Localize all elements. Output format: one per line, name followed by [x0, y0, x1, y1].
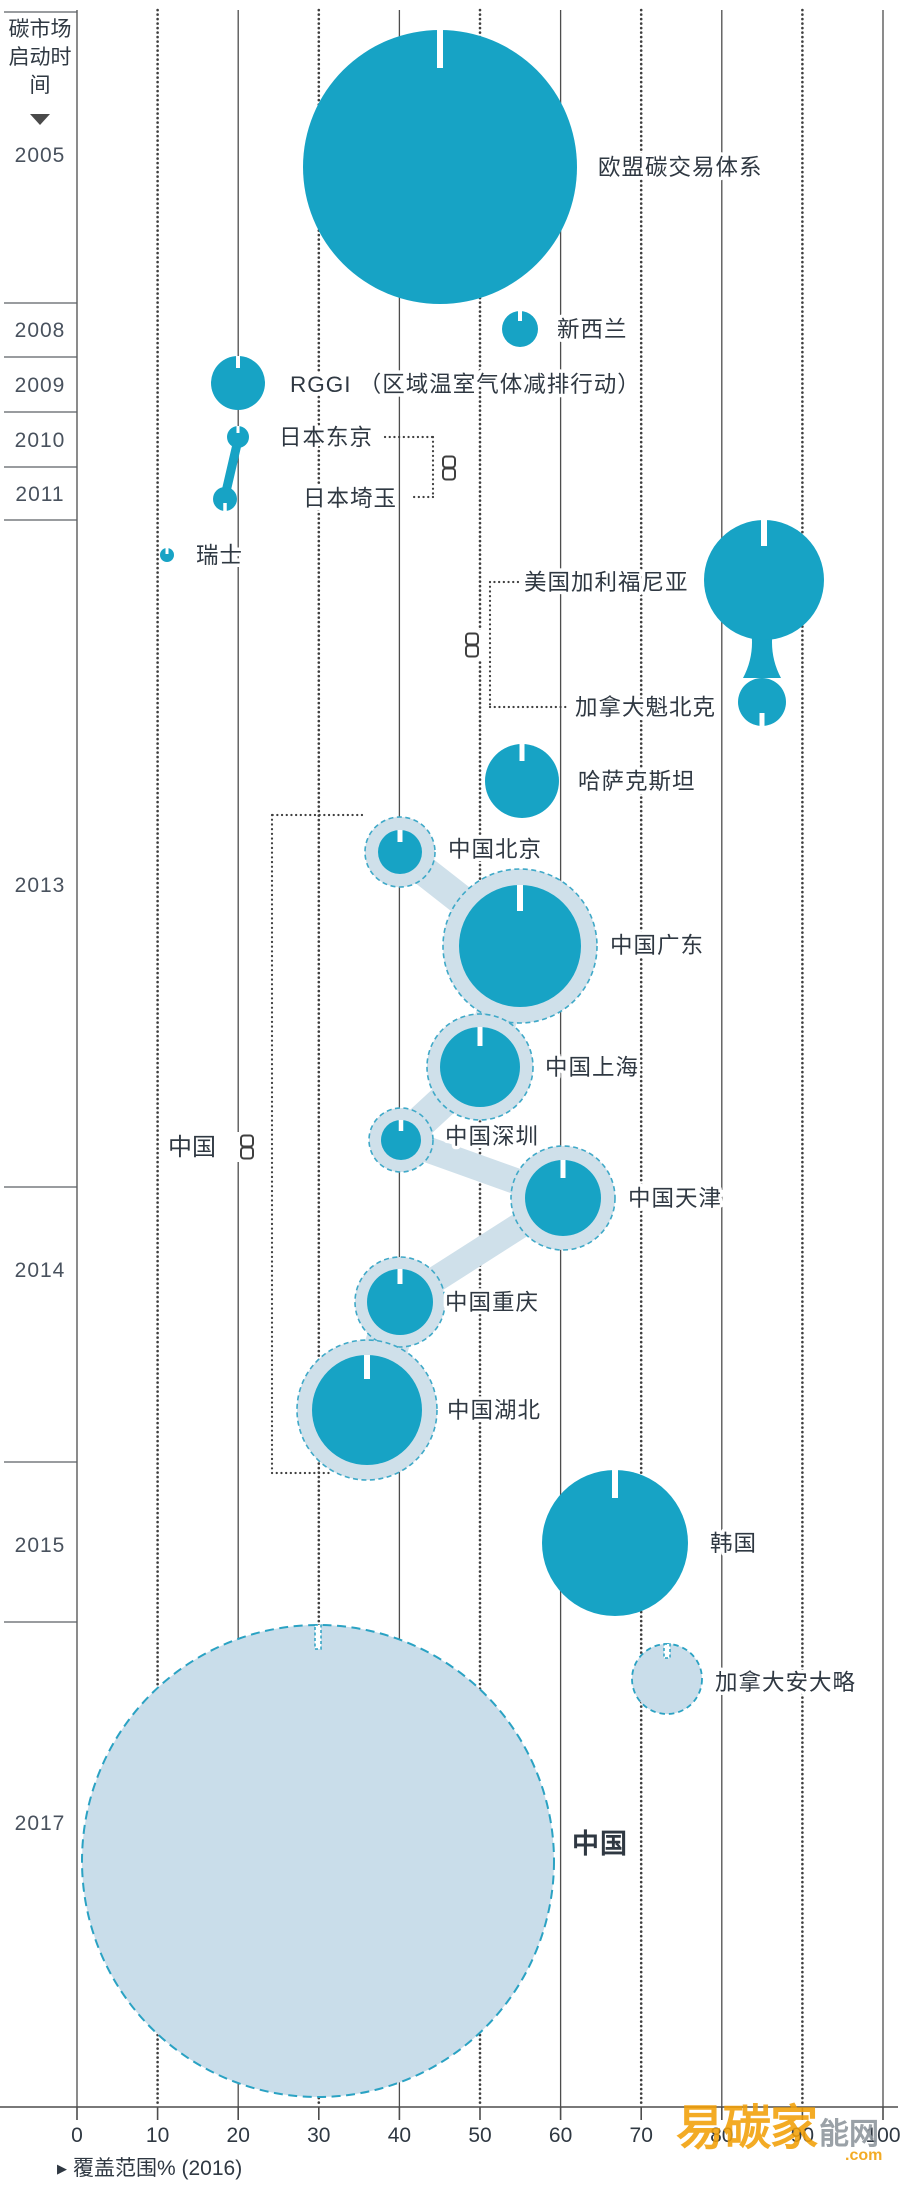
label-china-guangdong: 中国广东 [610, 933, 704, 958]
bubble-new-zealand [502, 311, 538, 347]
label-eu-ets: 欧盟碳交易体系 [598, 155, 763, 180]
bubble-notch-kazakhstan [519, 744, 525, 761]
bubble-notch-china-shenzhen [398, 1120, 404, 1131]
label-china-beijing: 中国北京 [448, 837, 542, 862]
label-south-korea: 韩国 [710, 1531, 757, 1556]
bubble-south-korea [542, 1470, 688, 1616]
label-us-california: 美国加利福尼亚 [524, 570, 689, 595]
label-kazakhstan: 哈萨克斯坦 [578, 769, 696, 794]
bubble-notch-canada-quebec [759, 713, 765, 726]
tick-label-50: 50 [468, 2124, 491, 2147]
label-canada-ontario: 加拿大安大略 [715, 1669, 856, 1695]
bubble-notch-new-zealand [518, 311, 522, 321]
bubble-china-beijing [378, 830, 422, 874]
watermark: 易碳家能网.com [676, 2088, 882, 2165]
bubble-notch-china-chongqing [397, 1269, 403, 1284]
label-china-shanghai: 中国上海 [545, 1055, 639, 1080]
year-2008: 2008 [15, 319, 66, 342]
label-china-shenzhen: 中国深圳 [445, 1124, 539, 1149]
year-2015: 2015 [15, 1534, 66, 1557]
axis-arrow-icon: ▶ [57, 2161, 67, 2176]
bubble-switzerland [160, 548, 174, 562]
bubble-china-shanghai [440, 1027, 520, 1107]
bubble-notch-canada-ontario [663, 1643, 671, 1659]
y-axis-title-line: 间 [30, 74, 51, 97]
tick-label-80: 80 [710, 2124, 733, 2147]
bubble-notch-south-korea [612, 1470, 618, 1498]
bubble-china-guangdong [459, 885, 581, 1007]
bubble-notch-china-tianjin [560, 1160, 566, 1178]
bubble-notch-japan-saitama [223, 503, 227, 511]
label-china-national: 中国 [572, 1829, 628, 1859]
tick-label-20: 20 [227, 2124, 250, 2147]
bubble-china-national [81, 1624, 555, 2098]
year-2014: 2014 [15, 1259, 66, 1282]
chain-link-icon [442, 467, 456, 481]
label-japan-saitama: 日本埼玉 [303, 486, 397, 511]
bubble-kazakhstan [485, 744, 559, 818]
year-2017: 2017 [15, 1812, 66, 1835]
bubble-notch-china-guangdong [517, 885, 523, 911]
x-axis-title-text: 覆盖范围% (2016) [73, 2157, 243, 2180]
bubble-notch-china-hubei [364, 1355, 370, 1379]
year-2009: 2009 [15, 374, 66, 397]
bubble-notch-switzerland [165, 548, 169, 554]
label-china-hubei: 中国湖北 [447, 1398, 541, 1423]
watermark-dot: .com [845, 2147, 883, 2164]
bubble-us-california [704, 520, 824, 640]
tick-label-70: 70 [630, 2124, 653, 2147]
y-axis-title-line: 碳市场 [9, 18, 72, 41]
tick-label-30: 30 [307, 2124, 330, 2147]
bubble-rggi [211, 356, 265, 410]
bubble-notch-eu-ets [437, 30, 443, 68]
tick-label-100: 100 [865, 2124, 900, 2147]
link-brackets: 中国 [165, 435, 570, 1475]
watermark-main: 易碳家 [676, 2102, 818, 2155]
bubble-notch-rggi [236, 356, 240, 368]
x-axis-title: ▶ 覆盖范围% (2016) [57, 2152, 242, 2182]
label-rggi: RGGI （区域温室气体减排行动） [290, 372, 641, 397]
watermark-sub: 能网 [819, 2118, 880, 2151]
label-canada-quebec: 加拿大魁北克 [575, 694, 716, 720]
year-2013: 2013 [15, 874, 66, 897]
bubble-china-hubei [312, 1355, 422, 1465]
bubble-japan-tokyo [227, 426, 249, 448]
bubble-china-shenzhen [381, 1120, 421, 1160]
down-triangle-icon [30, 114, 50, 125]
bubble-china-chongqing [367, 1269, 433, 1335]
tokyo-saitama-neck [220, 435, 243, 501]
year-2005: 2005 [15, 144, 66, 167]
tick-label-0: 0 [71, 2124, 83, 2147]
bubble-japan-saitama [213, 487, 237, 511]
label-japan-tokyo: 日本东京 [279, 425, 373, 450]
chain-link-icon [240, 1146, 254, 1160]
bubble-eu-ets [303, 30, 577, 304]
bubble-china-tianjin [525, 1160, 601, 1236]
tick-label-90: 90 [791, 2124, 814, 2147]
label-china-pilots-link: 中国 [168, 1134, 216, 1161]
year-2011: 2011 [15, 483, 64, 506]
tick-label-60: 60 [549, 2124, 572, 2147]
label-china-chongqing: 中国重庆 [445, 1290, 539, 1315]
tick-label-40: 40 [388, 2124, 411, 2147]
bubble-canada-quebec [738, 678, 786, 726]
year-2010: 2010 [15, 429, 66, 452]
bubble-notch-japan-tokyo [236, 426, 240, 433]
tick-label-10: 10 [146, 2124, 169, 2147]
chain-link-icon [465, 644, 479, 658]
label-switzerland: 瑞士 [196, 543, 243, 568]
y-axis-title-line: 启动时 [9, 46, 72, 69]
label-china-tianjin: 中国天津 [628, 1186, 722, 1211]
label-new-zealand: 新西兰 [557, 317, 628, 342]
bubble-notch-us-california [761, 520, 767, 546]
bubble-notch-china-national [314, 1624, 322, 1650]
bubble-notch-china-beijing [397, 830, 403, 842]
x-axis: 0 10 20 30 40 50 60 70 80 90 100 [0, 2106, 900, 2147]
bubble-notch-china-shanghai [477, 1027, 483, 1046]
